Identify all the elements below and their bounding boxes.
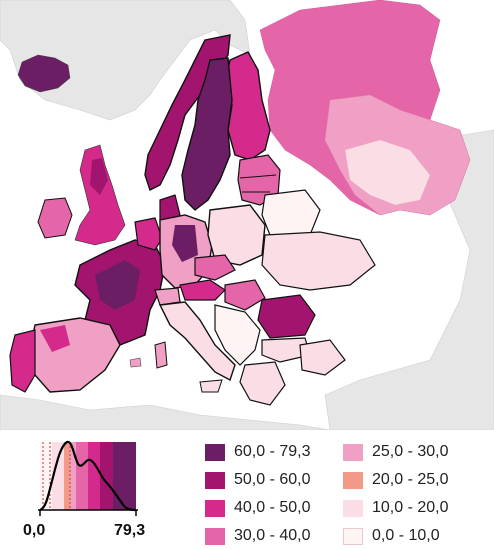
legend-label: 60,0 - 79,3 [234,443,311,460]
benelux [134,217,163,251]
legend-item-50-60: 50,0 - 60,0 [205,470,311,490]
legend-item-20-25: 20,0 - 25,0 [343,470,449,490]
legend-item-10-20: 10,0 - 20,0 [343,498,449,518]
europe-map-svg [0,0,494,430]
legend-item-25-30: 25,0 - 30,0 [343,442,449,462]
legend-label: 20,0 - 25,0 [372,471,449,488]
non-data-land-africa [0,394,331,430]
choropleth-map [0,0,494,430]
legend-item-0-10: 0,0 - 10,0 [343,526,440,546]
legend-item-40-50: 40,0 - 50,0 [205,498,311,518]
legend-label: 25,0 - 30,0 [372,443,449,460]
iceland [17,54,71,93]
legend-swatch [205,471,225,489]
legend-swatch [205,443,225,461]
great-britain-dark [90,158,108,195]
legend-swatch [343,471,363,489]
france-dark-region [95,260,140,310]
distribution-histogram: 0,0 79,3 [20,436,170,546]
romania [257,294,316,339]
hist-min-label: 0,0 [23,522,46,539]
italy [158,301,236,382]
hist-band-4 [76,442,88,510]
hist-band-2 [64,442,70,510]
austria [179,279,226,301]
density-curve [39,440,137,512]
spain [29,317,121,393]
legend-label: 40,0 - 50,0 [234,499,311,516]
legend-label: 30,0 - 40,0 [234,527,311,544]
sweden [181,57,233,211]
czechia [194,254,236,281]
legend-label: 0,0 - 10,0 [372,527,440,544]
portugal [9,329,36,393]
ukraine [261,231,376,291]
legend-item-60-79: 60,0 - 79,3 [205,442,311,462]
balearic [129,357,142,368]
non-data-land-east [324,129,494,430]
turkey-west [299,339,346,376]
hist-band-1 [52,442,64,510]
ireland [37,197,73,239]
sardinia [154,341,168,369]
hist-band-3 [70,442,76,510]
legend-swatch [205,527,225,545]
legend-swatch [205,499,225,517]
hist-band-7 [113,442,136,510]
sicily [199,379,223,393]
legend-label: 10,0 - 20,0 [372,499,449,516]
histogram-svg [38,440,138,516]
hungary [224,279,266,311]
legend: 60,0 - 79,3 50,0 - 60,0 40,0 - 50,0 30,0… [205,442,490,547]
legend-label: 50,0 - 60,0 [234,471,311,488]
balkans [214,304,261,366]
greece [239,361,286,406]
legend-item-30-40: 30,0 - 40,0 [205,526,311,546]
hist-band-5 [88,442,100,510]
hist-band-6 [100,442,113,510]
germany-dark-region [172,225,198,262]
hist-max-label: 79,3 [114,522,146,539]
baltic-inner [239,174,277,193]
belarus [261,189,321,236]
spain-dark-region [40,325,70,352]
bulgaria [261,337,311,363]
russia-pale-region [344,139,431,206]
legend-swatch [343,443,363,461]
poland [207,204,266,266]
legend-swatch [343,499,363,517]
legend-swatch [343,527,363,545]
